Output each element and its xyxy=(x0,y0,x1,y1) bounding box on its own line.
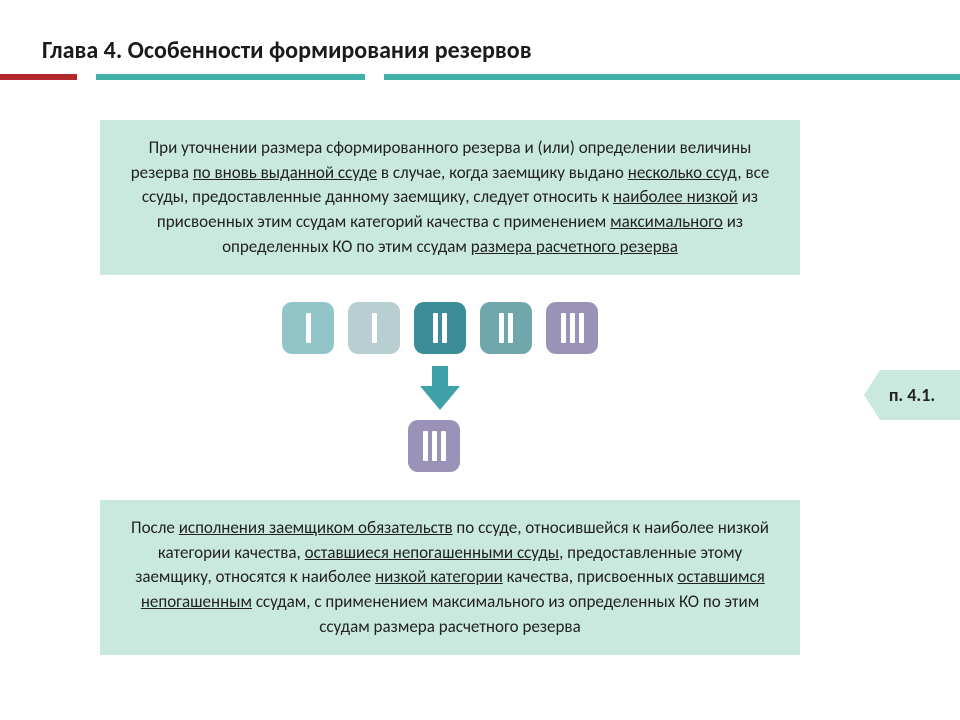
category-tile xyxy=(546,302,598,354)
category-tiles-row xyxy=(282,302,598,354)
accent-divider xyxy=(0,74,960,80)
reference-badge: п. 4.1. xyxy=(864,370,960,420)
category-tile xyxy=(414,302,466,354)
category-tile xyxy=(282,302,334,354)
reference-label: п. 4.1. xyxy=(889,384,935,406)
intro-text-box: При уточнении размера сформированного ре… xyxy=(100,120,800,275)
category-tile xyxy=(348,302,400,354)
category-tile xyxy=(480,302,532,354)
page-title: Глава 4. Особенности формирования резерв… xyxy=(42,36,532,65)
result-category-tile xyxy=(408,420,460,472)
arrow-down-icon xyxy=(414,366,466,410)
outro-text-box: После исполнения заемщиком обязательств … xyxy=(100,500,800,655)
